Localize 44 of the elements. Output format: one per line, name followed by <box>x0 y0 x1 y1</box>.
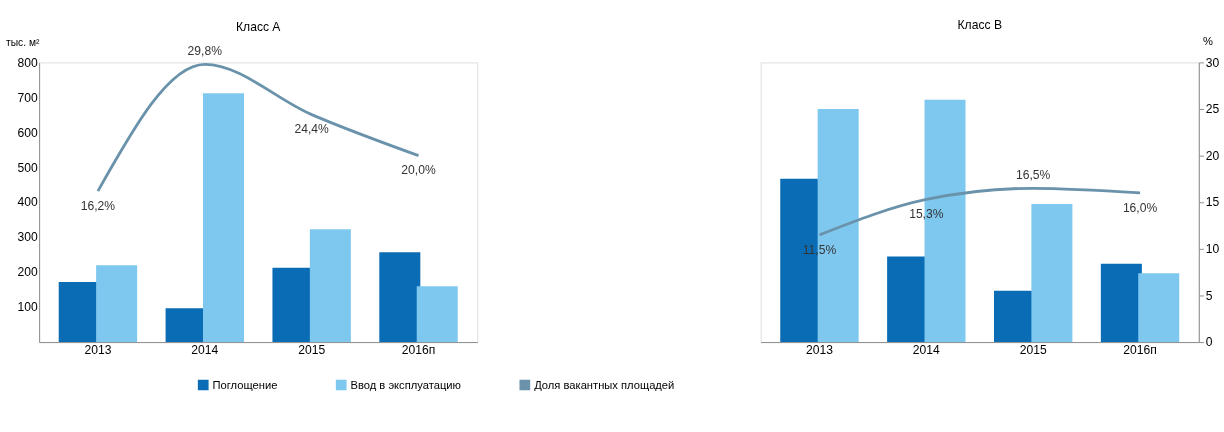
x-tick-label: 2013 <box>805 342 834 357</box>
y2-axis-title: % <box>1203 35 1214 48</box>
x-tick-label: 2014 <box>912 342 941 357</box>
legend-label: Ввод в эксплуатацию <box>350 378 461 391</box>
bar <box>1100 263 1142 343</box>
y2-tick-label: 30 <box>1205 55 1220 70</box>
y2-tick-label: 10 <box>1205 242 1220 257</box>
y2-tick-label: 15 <box>1205 195 1220 210</box>
x-tick-label: 2013 <box>84 342 112 357</box>
y-tick-label: 100 <box>17 300 39 315</box>
data-label: 16,2% <box>80 198 116 213</box>
data-label: 24,4% <box>294 122 330 137</box>
y2-tick-label: 5 <box>1205 288 1213 303</box>
bar <box>379 252 421 343</box>
data-label: 29,8% <box>187 43 223 58</box>
chart-title: Класс А <box>236 19 282 34</box>
bar <box>416 286 458 343</box>
bar <box>202 93 244 343</box>
y-tick-label: 500 <box>17 160 39 175</box>
y-tick-label: 300 <box>17 230 39 245</box>
y-tick-label: 700 <box>17 90 39 105</box>
data-label: 16,0% <box>1122 200 1158 215</box>
y-axis-title: тыс. м² <box>6 37 40 49</box>
y2-tick-label: 25 <box>1205 102 1220 117</box>
data-label: 20,0% <box>401 163 436 178</box>
y2-tick-label: 0 <box>1205 335 1213 350</box>
y-tick-label: 400 <box>17 195 39 210</box>
y2-tick-label: 20 <box>1205 148 1220 163</box>
legend-label: Доля вакантных площадей <box>534 378 675 391</box>
bar <box>1031 204 1073 343</box>
legend-label: Поглощение <box>212 378 278 391</box>
y-tick-label: 600 <box>17 125 39 140</box>
y-tick-label: 800 <box>17 55 39 70</box>
x-tick-label: 2016п <box>1123 342 1157 357</box>
data-label: 16,5% <box>1016 167 1051 182</box>
bar <box>309 229 351 343</box>
chart-title: Класс В <box>957 17 1002 32</box>
bar <box>1138 273 1180 343</box>
bar <box>96 265 138 343</box>
x-tick-label: 2015 <box>298 342 326 357</box>
x-tick-label: 2015 <box>1019 342 1047 357</box>
x-tick-label: 2016п <box>401 342 436 357</box>
y-tick-label: 200 <box>17 265 39 280</box>
x-tick-label: 2014 <box>191 342 219 357</box>
